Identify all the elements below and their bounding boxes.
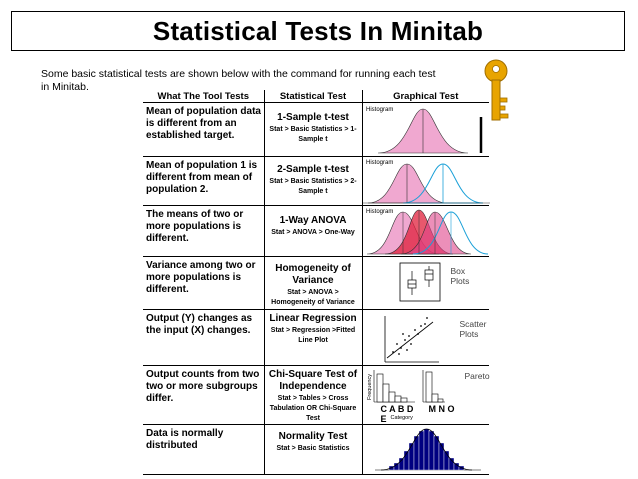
plot-frame xyxy=(399,262,440,302)
test-command: Stat > ANOVA > One-Way xyxy=(271,229,355,236)
table-header-row: What The Tool Tests Statistical Test Gra… xyxy=(143,90,489,103)
pareto-bars-2 xyxy=(425,371,443,403)
graph-label: Pareto xyxy=(464,371,490,381)
row-description: The means of two or more populations is … xyxy=(146,209,244,244)
page-title: Statistical Tests In Minitab xyxy=(11,11,625,51)
table-row: Data is normally distributed Normality T… xyxy=(143,424,489,475)
histogram-two-sample: Histogram xyxy=(362,160,490,204)
test-name: Linear Regression xyxy=(269,313,357,324)
graph-label: Histogram xyxy=(366,160,393,166)
test-name: 2-Sample t-test xyxy=(277,164,349,175)
test-command: Stat > Basic Statistics > 1-Sample t xyxy=(269,126,357,143)
header-graph: Graphical Test xyxy=(362,90,489,103)
normal-curve xyxy=(380,428,472,471)
intro-text: Some basic statistical tests are shown b… xyxy=(41,68,436,93)
category-letters-1: C A B D E xyxy=(380,404,414,424)
box-2 xyxy=(424,269,433,281)
test-command: Stat > Basic Statistics > 2-Sample t xyxy=(269,178,357,195)
test-command: Stat > Basic Statistics xyxy=(276,445,350,452)
header-test: Statistical Test xyxy=(264,90,363,103)
test-command: Stat > Tables > Cross Tabulation OR Chi-… xyxy=(269,395,357,422)
test-name: 1-Sample t-test xyxy=(277,112,349,123)
test-command: Stat > Regression >Fitted Line Plot xyxy=(270,327,356,344)
table-row: Output counts from two two or more subgr… xyxy=(143,365,490,425)
header-tool: What The Tool Tests xyxy=(143,90,265,103)
normality-histogram xyxy=(374,428,481,471)
x-axis-label: Category xyxy=(390,415,413,421)
pareto-graphic: Frequency xyxy=(367,370,445,403)
row-description: Data is normally distributed xyxy=(146,428,224,451)
key-icon xyxy=(478,58,520,131)
test-name: Homogeneity of Variance xyxy=(275,263,351,286)
histogram-bars xyxy=(388,428,464,471)
test-name: 1-Way ANOVA xyxy=(279,215,347,226)
table-row: Mean of population data is different fro… xyxy=(143,102,489,157)
graph-label: Box Plots xyxy=(450,266,470,286)
box-plots-graphic xyxy=(399,262,440,302)
scatter-plot-graphic xyxy=(384,316,439,363)
fitted-line xyxy=(386,321,433,359)
row-description: Mean of population 1 is different from m… xyxy=(146,160,258,195)
category-letters-2: M N O xyxy=(428,404,455,414)
y-axis-label: Frequency xyxy=(367,374,373,400)
pareto-bars-1 xyxy=(376,373,407,403)
histogram-one-sample: Histogram xyxy=(366,107,482,154)
row-description: Output counts from two two or more subgr… xyxy=(146,369,260,404)
test-name: Normality Test xyxy=(278,431,348,442)
histogram-anova: Histogram xyxy=(366,209,488,255)
row-description: Variance among two or more populations i… xyxy=(146,260,256,295)
statistical-tests-table: What The Tool Tests Statistical Test Gra… xyxy=(143,90,490,475)
table-row: Variance among two or more populations i… xyxy=(143,256,489,310)
row-description: Mean of population data is different fro… xyxy=(146,106,261,141)
test-command: Stat > ANOVA > Homogeneity of Variance xyxy=(271,289,355,306)
graph-label: Histogram xyxy=(366,107,393,113)
row-description: Output (Y) changes as the input (X) chan… xyxy=(146,313,253,336)
graph-label: Scatter Plots xyxy=(459,319,487,339)
graph-label: Histogram xyxy=(366,209,393,215)
table-row: Output (Y) changes as the input (X) chan… xyxy=(143,309,489,366)
test-name: Chi-Square Test of Independence xyxy=(268,369,358,392)
scatter-points xyxy=(391,317,428,355)
table-row: The means of two or more populations is … xyxy=(143,205,489,257)
table-row: Mean of population 1 is different from m… xyxy=(143,156,490,206)
